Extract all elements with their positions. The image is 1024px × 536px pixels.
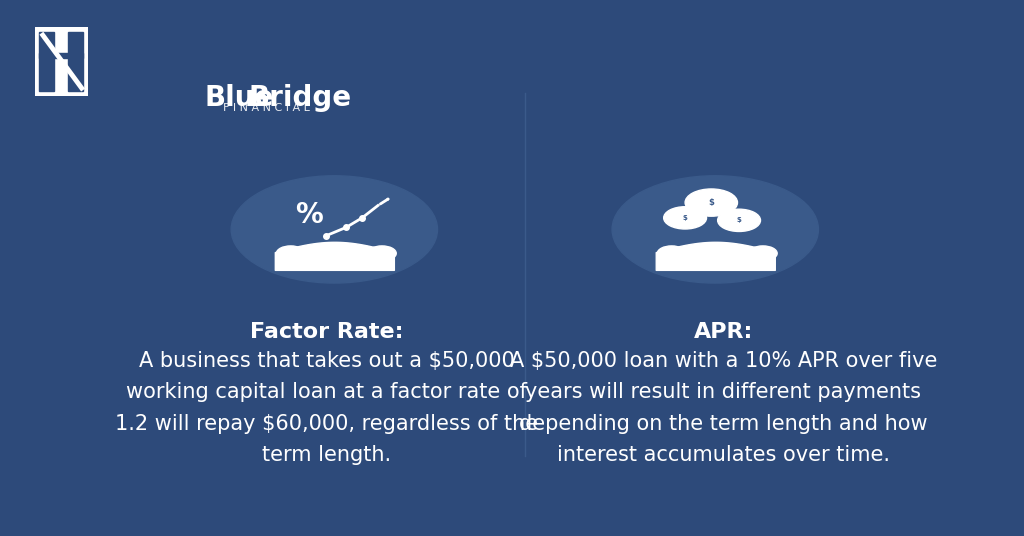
Text: APR:: APR: — [693, 322, 753, 343]
Circle shape — [729, 246, 758, 261]
Circle shape — [685, 189, 737, 216]
Text: Factor Rate:: Factor Rate: — [250, 322, 403, 343]
Circle shape — [705, 246, 733, 261]
Text: Blue: Blue — [205, 84, 274, 112]
Circle shape — [657, 246, 686, 261]
Circle shape — [612, 176, 818, 283]
Text: $: $ — [683, 215, 687, 221]
Circle shape — [276, 246, 305, 261]
Circle shape — [231, 176, 437, 283]
Circle shape — [324, 246, 352, 261]
Circle shape — [300, 246, 329, 261]
Text: Bridge: Bridge — [249, 84, 352, 112]
Bar — [68, 32, 83, 91]
Bar — [39, 53, 83, 58]
Bar — [39, 32, 54, 91]
Circle shape — [681, 246, 710, 261]
Circle shape — [664, 207, 707, 229]
Circle shape — [348, 246, 377, 261]
Circle shape — [718, 209, 761, 232]
Text: A business that takes out a $50,000
working capital loan at a factor rate of
1.2: A business that takes out a $50,000 work… — [115, 351, 538, 465]
Text: A $50,000 loan with a 10% APR over five
years will result in different payments
: A $50,000 loan with a 10% APR over five … — [510, 351, 937, 465]
Circle shape — [749, 246, 777, 261]
Text: %: % — [295, 201, 323, 229]
Text: $: $ — [709, 198, 714, 207]
Text: F I N A N C I A L: F I N A N C I A L — [223, 103, 310, 114]
Text: $: $ — [736, 217, 741, 224]
Circle shape — [368, 246, 396, 261]
